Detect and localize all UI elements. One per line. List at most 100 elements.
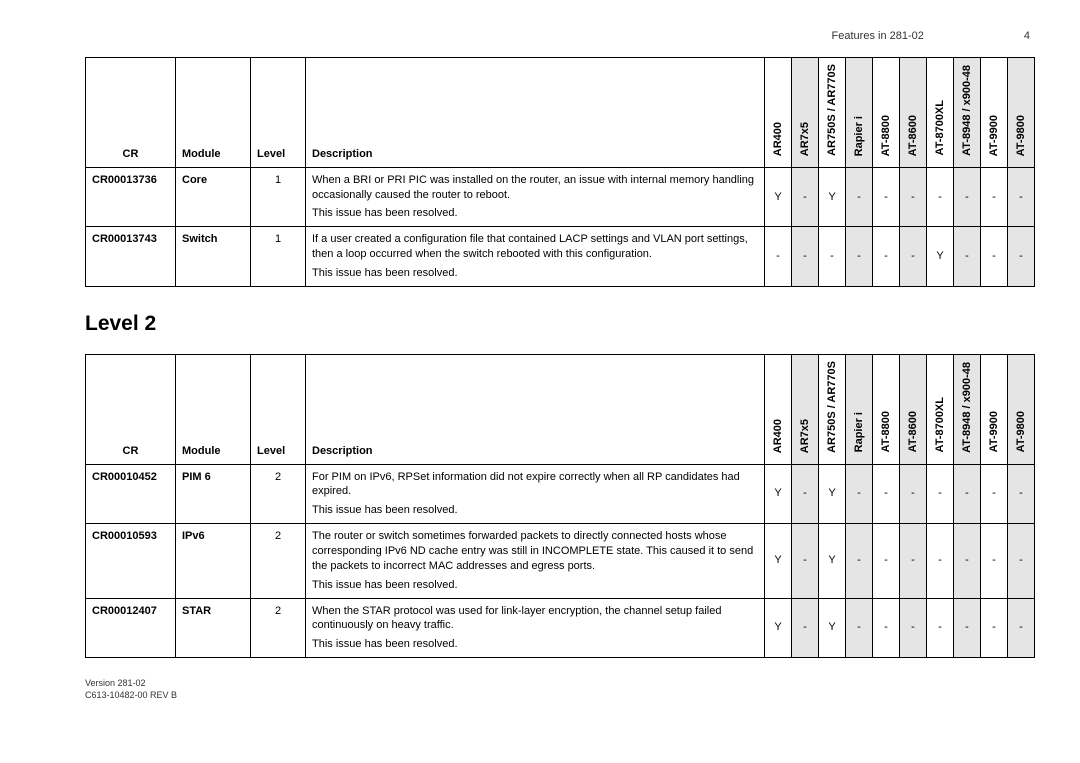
platform-cell: - [873,524,900,598]
table1-head: CRModuleLevelDescriptionAR400AR7x5AR750S… [86,58,1035,168]
col-header-platform: AT-8700XL [927,354,954,464]
platform-cell: - [1008,598,1035,658]
module-cell: PIM 6 [176,464,251,524]
platform-header: AT-8600 [906,109,921,162]
platform-cell: - [927,167,954,227]
platform-cell: - [792,464,819,524]
col-header-module: Module [176,354,251,464]
cr-cell: CR00013736 [86,167,176,227]
platform-cell: - [900,227,927,287]
footer-doc-id: C613-10482-00 REV B [85,690,1035,702]
description-text: When a BRI or PRI PIC was installed on t… [312,174,754,201]
platform-header: AT-8948 / x900-48 [960,59,975,162]
description-cell: For PIM on IPv6, RPSet information did n… [306,464,765,524]
platform-cell: - [981,598,1008,658]
table2-body: CR00010452PIM 62For PIM on IPv6, RPSet i… [86,464,1035,657]
table-row: CR00010593IPv62The router or switch some… [86,524,1035,598]
platform-header: AT-9900 [987,109,1002,162]
platform-header: AT-8700XL [933,94,948,161]
level-cell: 1 [251,167,306,227]
resolved-text: This issue has been resolved. [312,578,758,593]
module-cell: Core [176,167,251,227]
platform-cell: Y [819,598,846,658]
col-header-level: Level [251,354,306,464]
platform-header: AR400 [771,413,786,459]
table2-head: CRModuleLevelDescription AR400 AR7x5 AR750S… [86,354,1035,464]
col-header-platform: AT-9900 [981,354,1008,464]
resolved-text: This issue has been resolved. [312,206,758,221]
col-header-platform: AT-9800 [1008,58,1035,168]
col-header-platform: AR750S / AR770S [819,354,846,464]
resolved-text: This issue has been resolved. [312,266,758,281]
col-header-platform: AT-8800 [873,58,900,168]
platform-cell: - [927,598,954,658]
platform-cell: Y [765,598,792,658]
platform-cell: - [900,464,927,524]
platform-header: AR7x5 [798,116,813,162]
platform-cell: Y [819,524,846,598]
table-row: CR00013743Switch1If a user created a con… [86,227,1035,287]
platform-header: AT-9800 [1014,405,1029,458]
col-header-platform: AR7x5 [792,354,819,464]
module-cell: Switch [176,227,251,287]
col-header-module: Module [176,58,251,168]
platform-cell: Y [765,524,792,598]
table1-body: CR00013736Core1When a BRI or PRI PIC was… [86,167,1035,286]
platform-cell: - [927,524,954,598]
description-cell: If a user created a configuration file t… [306,227,765,287]
platform-header: AR7x5 [798,413,813,459]
platform-header: AT-8948 / x900-48 [960,356,975,459]
platform-cell: - [792,598,819,658]
platform-cell: - [981,524,1008,598]
platform-cell: - [1008,227,1035,287]
description-text: The router or switch sometimes forwarded… [312,530,753,572]
platform-cell: Y [819,464,846,524]
platform-cell: - [792,167,819,227]
platform-cell: - [873,464,900,524]
platform-header: AR750S / AR770S [825,355,840,459]
col-header-platform: AT-8948 / x900-48 [954,58,981,168]
description-text: If a user created a configuration file t… [312,233,748,260]
platform-cell: - [981,167,1008,227]
level-cell: 2 [251,598,306,658]
platform-header: AR750S / AR770S [825,58,840,162]
col-header-platform: AR400 [765,354,792,464]
level-cell: 1 [251,227,306,287]
platform-cell: - [765,227,792,287]
platform-header: AT-8800 [879,405,894,458]
platform-cell: - [873,227,900,287]
platform-cell: - [846,167,873,227]
header-page-number: 4 [1024,30,1030,42]
col-header-description: Description [306,354,765,464]
platform-cell: - [927,464,954,524]
platform-cell: - [900,524,927,598]
col-header-platform: Rapier i [846,354,873,464]
platform-cell: - [900,598,927,658]
cr-cell: CR00013743 [86,227,176,287]
platform-cell: - [819,227,846,287]
document-page: Features in 281-02 4 CRModuleLevelDescri… [0,0,1080,721]
platform-cell: - [792,227,819,287]
platform-cell: - [954,227,981,287]
col-header-platform: AR7x5 [792,58,819,168]
col-header-platform: AT-9900 [981,58,1008,168]
section-title-level2: Level 2 [85,312,1035,336]
col-header-platform: AT-9800 [1008,354,1035,464]
platform-header: AT-8700XL [933,391,948,458]
col-header-cr: CR [86,354,176,464]
table-row: CR00012407STAR2When the STAR protocol wa… [86,598,1035,658]
platform-cell: - [981,464,1008,524]
col-header-cr: CR [86,58,176,168]
col-header-platform: AT-8800 [873,354,900,464]
platform-cell: - [954,464,981,524]
description-text: When the STAR protocol was used for link… [312,605,721,632]
level-cell: 2 [251,524,306,598]
col-header-platform: AT-8700XL [927,58,954,168]
platform-header: AT-9900 [987,405,1002,458]
issues-table-level2: CRModuleLevelDescription AR400 AR7x5 AR750S… [85,354,1035,658]
description-text: For PIM on IPv6, RPSet information did n… [312,471,740,498]
page-footer: Version 281-02 C613-10482-00 REV B [85,678,1035,701]
col-header-platform: AR400 [765,58,792,168]
description-cell: The router or switch sometimes forwarded… [306,524,765,598]
platform-header: AT-8800 [879,109,894,162]
